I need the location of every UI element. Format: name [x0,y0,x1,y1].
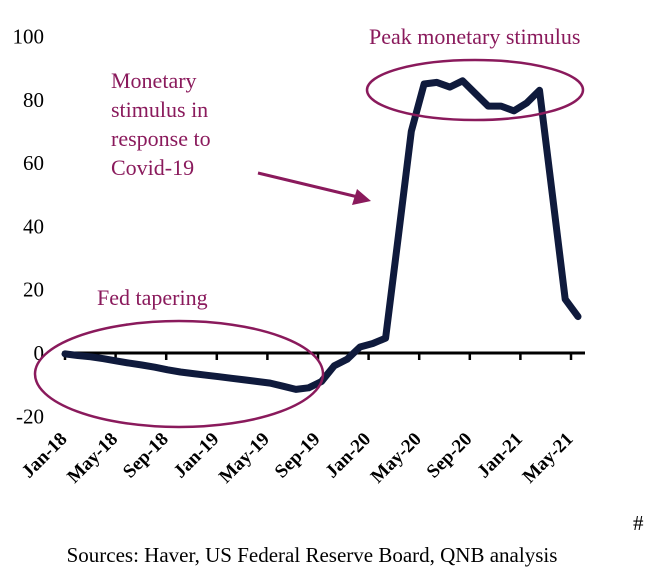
footer-marker: # [633,511,644,535]
y-tick-label: -20 [16,404,44,428]
covid-arrow-head [352,189,371,205]
sources-note: Sources: Haver, US Federal Reserve Board… [67,543,558,567]
annotation-covid-line-3: response to [111,126,211,151]
annotation-fed-tapering: Fed tapering [97,285,208,310]
annotation-covid-line-2: stimulus in [111,97,208,122]
x-tick-label: Sep-19 [271,429,325,483]
covid-arrow-shaft [257,171,359,199]
annotation-peak: Peak monetary stimulus [369,24,580,49]
x-tick-label: Sep-18 [119,429,173,483]
annotation-covid-line-1: Monetary [111,68,197,93]
x-tick-label: Sep-20 [423,429,477,483]
x-tick-label: May-21 [519,429,578,488]
y-tick-label: 80 [23,88,44,112]
y-tick-label: 100 [13,25,45,49]
x-tick-label: May-20 [367,429,426,488]
peak-stimulus-ellipse [365,58,585,122]
x-axis-ticks: Jan-18May-18Sep-18Jan-19May-19Sep-19Jan-… [18,353,578,488]
fed-tapering-ellipse [33,319,325,429]
y-tick-label: 40 [23,214,44,238]
annotation-covid-line-4: Covid-19 [111,155,194,180]
y-axis-ticks: 100 80 60 40 20 0 -20 [13,25,45,429]
y-tick-label: 20 [23,278,44,302]
y-tick-label: 0 [34,341,45,365]
x-tick-label: May-19 [215,429,274,488]
x-tick-label: May-18 [63,429,122,488]
y-tick-label: 60 [23,151,44,175]
